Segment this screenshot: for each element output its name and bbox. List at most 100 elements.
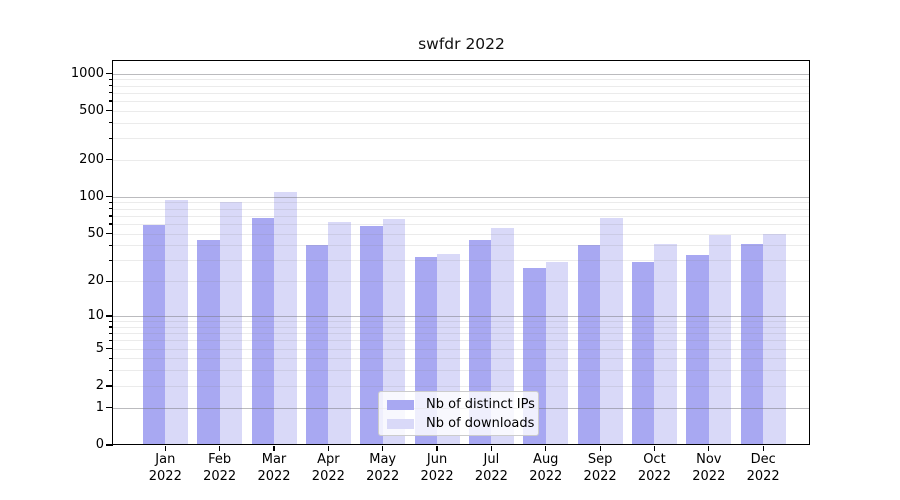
bar-downloads-may xyxy=(382,218,406,445)
y-minor-tick-mark xyxy=(109,369,113,372)
gridline-minor xyxy=(113,245,810,247)
y-tick-label: 200 xyxy=(79,151,104,167)
y-minor-tick-mark xyxy=(109,92,113,94)
gridline-major xyxy=(113,196,810,198)
x-tick-mark xyxy=(653,446,656,451)
y-tick-label: 50 xyxy=(87,225,104,241)
x-tick-label: Feb 2022 xyxy=(203,452,237,484)
bar-downloads-dec xyxy=(763,233,786,445)
gridline-minor xyxy=(113,281,810,283)
gridline-minor xyxy=(113,348,810,350)
y-tick-mark xyxy=(106,280,113,282)
y-minor-tick-mark xyxy=(109,332,113,334)
gridline-minor xyxy=(113,260,810,262)
legend-label: Nb of downloads xyxy=(426,416,535,431)
legend-label: Nb of distinct IPs xyxy=(426,397,535,412)
y-tick-mark xyxy=(106,348,113,350)
y-tick-mark xyxy=(106,196,113,198)
gridline-minor xyxy=(113,358,810,360)
y-minor-tick-mark xyxy=(109,215,113,217)
bar-ips-apr xyxy=(305,245,329,445)
gridline-minor xyxy=(113,385,810,387)
gridline-minor xyxy=(113,138,810,140)
bar-ips-feb xyxy=(197,240,220,445)
gridline-minor xyxy=(113,326,810,328)
x-tick-label: Jun 2022 xyxy=(420,452,454,484)
legend-row: Nb of distinct IPs xyxy=(379,396,538,415)
y-minor-tick-mark xyxy=(109,137,113,139)
chart-title: swfdr 2022 xyxy=(418,35,505,53)
y-minor-tick-mark xyxy=(109,320,113,322)
bar-ips-nov xyxy=(686,255,709,445)
gridline-minor xyxy=(113,208,810,210)
x-tick-label: Sep 2022 xyxy=(583,452,617,484)
x-tick-mark xyxy=(762,446,764,451)
x-tick-label: Mar 2022 xyxy=(257,452,291,484)
gridline-minor xyxy=(113,223,810,225)
bar-ips-jan xyxy=(142,224,166,445)
y-tick-label: 1 xyxy=(95,399,104,415)
x-tick-mark xyxy=(436,446,438,451)
y-tick-label: 1000 xyxy=(70,65,104,81)
gridline-minor xyxy=(113,321,810,323)
gridline-minor xyxy=(113,100,810,102)
gridline-minor xyxy=(113,110,810,112)
gridline-major xyxy=(113,73,810,75)
x-tick-label: May 2022 xyxy=(366,452,400,484)
y-minor-tick-mark xyxy=(109,122,113,124)
y-tick-mark xyxy=(106,444,113,446)
legend-swatch-distinct-ips xyxy=(387,400,414,410)
bar-downloads-sep xyxy=(600,218,623,445)
x-tick-label: Dec 2022 xyxy=(746,452,780,484)
y-tick-mark xyxy=(106,159,113,161)
x-tick-mark xyxy=(708,446,710,451)
legend: Nb of distinct IPs Nb of downloads xyxy=(378,391,539,436)
bar-downloads-feb xyxy=(219,201,243,445)
y-tick-label: 500 xyxy=(79,102,104,118)
bar-ips-may xyxy=(360,225,383,445)
bar-downloads-aug xyxy=(545,262,569,445)
y-tick-label: 20 xyxy=(87,273,104,289)
y-tick-mark xyxy=(106,233,113,235)
y-minor-tick-mark xyxy=(109,78,113,80)
y-minor-tick-mark xyxy=(109,208,113,210)
bar-downloads-jan xyxy=(165,199,188,445)
x-tick-mark xyxy=(164,446,166,451)
gridline-minor xyxy=(113,202,810,204)
bar-downloads-apr xyxy=(328,222,351,445)
x-tick-label: Nov 2022 xyxy=(692,452,726,484)
gridline-minor xyxy=(113,159,810,161)
x-tick-mark xyxy=(327,446,329,451)
x-tick-mark xyxy=(545,446,547,451)
y-minor-tick-mark xyxy=(109,326,113,328)
bar-ips-sep xyxy=(577,245,601,445)
x-tick-label: Oct 2022 xyxy=(637,452,671,484)
bar-downloads-nov xyxy=(708,234,732,445)
y-tick-label: 5 xyxy=(95,340,104,356)
bar-downloads-oct xyxy=(654,244,677,445)
y-tick-mark xyxy=(106,385,113,387)
y-minor-tick-mark xyxy=(109,223,113,225)
bar-ips-dec xyxy=(740,244,764,445)
legend-row: Nb of downloads xyxy=(379,415,538,434)
gridline-minor xyxy=(113,85,810,87)
gridline-minor xyxy=(113,370,810,372)
x-tick-label: Jan 2022 xyxy=(148,452,182,484)
gridline-minor xyxy=(113,340,810,342)
gridline-major xyxy=(113,316,810,318)
bar-downloads-mar xyxy=(274,191,297,445)
bar-ips-oct xyxy=(631,262,655,445)
y-minor-tick-mark xyxy=(109,244,113,247)
x-tick-label: Jul 2022 xyxy=(474,452,508,484)
y-minor-tick-mark xyxy=(109,85,113,87)
gridline-minor xyxy=(113,333,810,335)
bar-downloads-jul xyxy=(491,227,514,445)
legend-swatch-downloads xyxy=(387,419,414,429)
bar-ips-mar xyxy=(251,218,274,445)
y-tick-mark xyxy=(106,110,113,112)
y-tick-label: 2 xyxy=(95,377,104,393)
gridline-minor xyxy=(113,92,810,94)
y-minor-tick-mark xyxy=(109,259,113,262)
x-tick-mark xyxy=(219,446,221,451)
